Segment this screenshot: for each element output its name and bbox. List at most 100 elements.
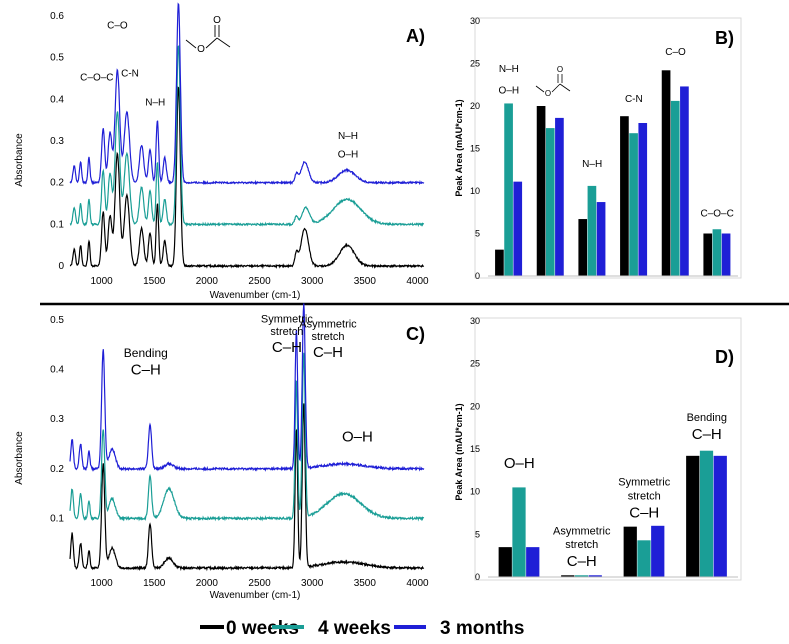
panel-a-label: A) xyxy=(406,26,425,46)
legend-item-0-weeks: 0 weeks xyxy=(200,618,299,639)
y-tick-label: 0.5 xyxy=(50,53,64,64)
x-tick-label: 2000 xyxy=(196,578,219,589)
series-line-3-months xyxy=(69,2,425,186)
bar-3-months xyxy=(651,525,665,577)
bar-3-months xyxy=(555,117,564,277)
y-tick-label: 0.4 xyxy=(50,365,64,376)
bar-4-weeks xyxy=(670,100,680,277)
series-line-3-months xyxy=(69,303,425,472)
group-label: C-N xyxy=(625,94,643,105)
bar-0-weeks xyxy=(561,575,575,577)
x-tick-label: 1000 xyxy=(90,276,113,287)
bar-3-months xyxy=(721,233,731,276)
y-tick-label: 10 xyxy=(470,487,480,497)
annotation-label: C-N xyxy=(121,68,139,79)
bar-0-weeks xyxy=(578,219,588,276)
x-tick-label: 1500 xyxy=(143,578,166,589)
x-tick-label: 4000 xyxy=(406,578,429,589)
legend: 0 weeks 4 weeks 3 months xyxy=(200,618,524,639)
bar-3-months xyxy=(713,455,727,577)
y-tick-label: 0.4 xyxy=(50,94,64,105)
y-tick-label: 15 xyxy=(470,444,480,454)
annotation-label: O–H xyxy=(338,150,359,161)
y-tick-label: 25 xyxy=(470,359,480,369)
group-label: Asymmetric xyxy=(553,525,611,537)
y-tick-label: 0.1 xyxy=(50,513,64,524)
svg-text:O: O xyxy=(545,89,551,98)
annotation-label: Bending xyxy=(124,346,168,360)
bar-4-weeks xyxy=(504,103,513,276)
group-label: C–O–C xyxy=(700,209,733,220)
panel-d-label: D) xyxy=(715,347,734,367)
y-tick-label: 30 xyxy=(470,16,480,26)
bar-0-weeks xyxy=(661,70,671,276)
annotation-label: C–H xyxy=(131,362,161,379)
legend-item-4-weeks: 4 weeks xyxy=(272,618,391,639)
ester-structure-icon: O O xyxy=(535,65,571,98)
legend-label: 3 months xyxy=(440,618,524,639)
group-label: N–H xyxy=(582,159,602,170)
annotation-label: N–H xyxy=(338,131,358,142)
y-tick-label: 0.2 xyxy=(50,464,64,475)
group-label: C–H xyxy=(692,426,722,443)
x-tick-label: 3000 xyxy=(301,276,324,287)
bar-0-weeks xyxy=(495,249,504,276)
annotation-label: stretch xyxy=(270,326,303,338)
bar-0-weeks xyxy=(686,455,700,577)
bar-0-weeks xyxy=(703,233,713,276)
panel-c-ylabel: Absorbance xyxy=(14,431,25,485)
annotation-label: C–H xyxy=(272,339,302,356)
y-tick-label: 30 xyxy=(470,316,480,326)
y-tick-label: 0.3 xyxy=(50,136,64,147)
x-tick-label: 3500 xyxy=(354,276,377,287)
y-tick-label: 5 xyxy=(475,529,480,539)
bar-3-months xyxy=(638,123,648,276)
panel-a-ylabel: Absorbance xyxy=(14,133,25,187)
legend-label: 0 weeks xyxy=(226,618,299,639)
y-tick-label: 0 xyxy=(475,271,480,281)
bar-4-weeks xyxy=(545,128,555,276)
y-tick-label: 0 xyxy=(475,572,480,582)
y-tick-label: 0.6 xyxy=(50,11,64,22)
annotation-label: C–O xyxy=(107,21,128,32)
annotation-label: Asymmetric xyxy=(299,318,357,330)
annotation-label: C–O–C xyxy=(80,73,113,84)
panel-b-label: B) xyxy=(715,28,734,48)
panel-b-ylabel: Peak Area (mAU*cm-1) xyxy=(454,99,464,196)
bar-3-months xyxy=(588,575,602,577)
panel-d-frame xyxy=(474,317,742,581)
panel-d-bar-chart: 0 5 10 15 20 25 30 O–H Asymmetric stretch C–H Symm… xyxy=(454,316,742,582)
svg-text:O: O xyxy=(213,15,221,26)
y-tick-label: 0.3 xyxy=(50,414,64,425)
series-line-4-weeks xyxy=(69,352,425,522)
panel-a-spectrum: 1000 1500 2000 2500 3000 3500 4000 0 0.1 0.2 0.3 0.… xyxy=(14,2,429,301)
bar-3-months xyxy=(513,181,523,276)
y-tick-label: 0 xyxy=(58,261,64,272)
svg-text:O: O xyxy=(197,44,205,55)
group-label: C–H xyxy=(629,504,659,521)
x-tick-label: 3500 xyxy=(354,578,377,589)
annotation-label: N–H xyxy=(145,98,165,109)
bar-0-weeks xyxy=(498,547,512,577)
annotation-label: stretch xyxy=(311,331,344,343)
bar-4-weeks xyxy=(699,450,714,577)
bar-4-weeks xyxy=(712,229,722,276)
x-tick-label: 3000 xyxy=(301,578,324,589)
panel-c-xlabel: Wavenumber (cm-1) xyxy=(210,590,301,601)
group-label: Bending xyxy=(687,412,727,424)
series-line-4-weeks xyxy=(69,44,425,228)
annotation-label: O–H xyxy=(342,429,373,446)
x-tick-label: 1500 xyxy=(143,276,166,287)
panel-d-ylabel: Peak Area (mAU*cm-1) xyxy=(454,403,464,500)
x-tick-label: 1000 xyxy=(90,578,113,589)
panel-c-label: C) xyxy=(406,324,425,344)
y-tick-label: 10 xyxy=(470,186,480,196)
group-label: C–H xyxy=(567,553,597,570)
series-line-0-weeks xyxy=(69,86,425,270)
legend-label: 4 weeks xyxy=(318,618,391,639)
group-label: O–H xyxy=(504,455,535,472)
group-label: C–O xyxy=(665,47,686,58)
y-tick-label: 0.5 xyxy=(50,315,64,326)
group-label: stretch xyxy=(628,490,661,502)
